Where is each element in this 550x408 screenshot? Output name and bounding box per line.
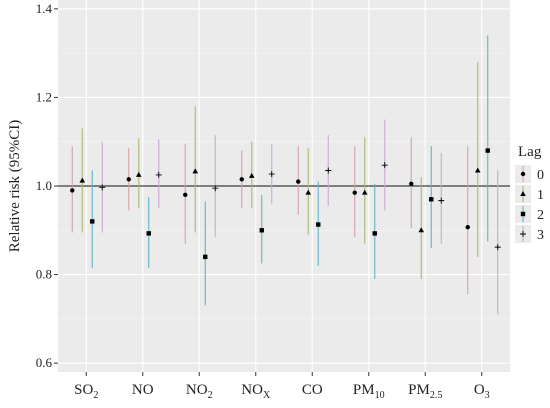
point-estimate: [79, 177, 86, 183]
legend-label: 1: [537, 188, 544, 203]
point-estimate: [465, 224, 470, 230]
point-estimate: [90, 219, 95, 224]
point-estimate: [183, 192, 188, 198]
legend: Lag 0 1 2 3: [515, 144, 544, 243]
series-lag-0: [70, 137, 470, 295]
point-estimate: [305, 189, 312, 195]
x-tick-label: CO: [302, 382, 323, 398]
y-axis-label: Relative risk (95%CI): [7, 120, 23, 252]
point-estimate: [372, 231, 377, 236]
point-estimate: [126, 177, 131, 182]
point-estimate: [155, 171, 162, 178]
legend-key-marker: [520, 191, 526, 196]
point-estimate: [259, 228, 264, 233]
point-estimate: [70, 188, 75, 193]
series-lag-3: [99, 119, 501, 315]
x-tick-label: NO2: [186, 382, 213, 401]
legend-label: 2: [537, 208, 544, 223]
x-tick-label: PM2.5: [408, 382, 442, 401]
legend-key-marker: [520, 231, 526, 237]
point-estimate: [212, 185, 219, 192]
legend-key-marker: [520, 171, 526, 177]
point-estimate: [352, 190, 357, 195]
x-tick-label: NO: [132, 382, 154, 398]
y-tick-label: 0.6: [36, 355, 53, 370]
point-estimate: [248, 172, 255, 178]
y-tick-label: 1.0: [36, 178, 52, 193]
point-estimate: [381, 162, 388, 169]
point-estimate: [361, 189, 368, 195]
legend-label: 3: [537, 228, 544, 243]
point-estimate: [135, 171, 142, 177]
series-lag-1: [79, 62, 481, 279]
point-estimate: [268, 171, 275, 178]
x-tick-label: PM10: [353, 382, 385, 401]
y-tick-label: 1.4: [36, 1, 53, 16]
y-tick-label: 1.2: [36, 89, 52, 104]
point-estimate: [438, 197, 445, 204]
point-estimate: [296, 179, 301, 184]
y-tick-label: 0.8: [36, 267, 52, 282]
point-estimate: [409, 181, 414, 186]
point-estimate: [494, 244, 501, 251]
point-estimate: [485, 148, 490, 153]
series-layer: [70, 35, 501, 315]
point-estimate: [192, 168, 199, 174]
x-tick-label: SO2: [74, 382, 98, 401]
point-estimate: [316, 222, 321, 227]
legend-key-marker: [520, 211, 526, 217]
legend-label: 0: [537, 168, 544, 183]
point-estimate: [429, 197, 434, 202]
x-tick-label: NOX: [241, 382, 271, 401]
point-estimate: [474, 167, 481, 173]
point-estimate: [418, 227, 425, 233]
legend-title: Lag: [518, 144, 542, 160]
series-lag-2: [90, 35, 490, 306]
point-estimate: [239, 177, 244, 182]
point-estimate: [99, 184, 106, 191]
x-tick-label: O3: [474, 382, 490, 401]
point-estimate: [203, 254, 208, 260]
point-estimate: [325, 167, 332, 174]
axes: 0.6 0.8 1.0 1.2 1.4 SO2 NO NO2 NOX CO PM10 PM2.5 O3: [36, 1, 490, 401]
point-estimate: [146, 231, 151, 236]
